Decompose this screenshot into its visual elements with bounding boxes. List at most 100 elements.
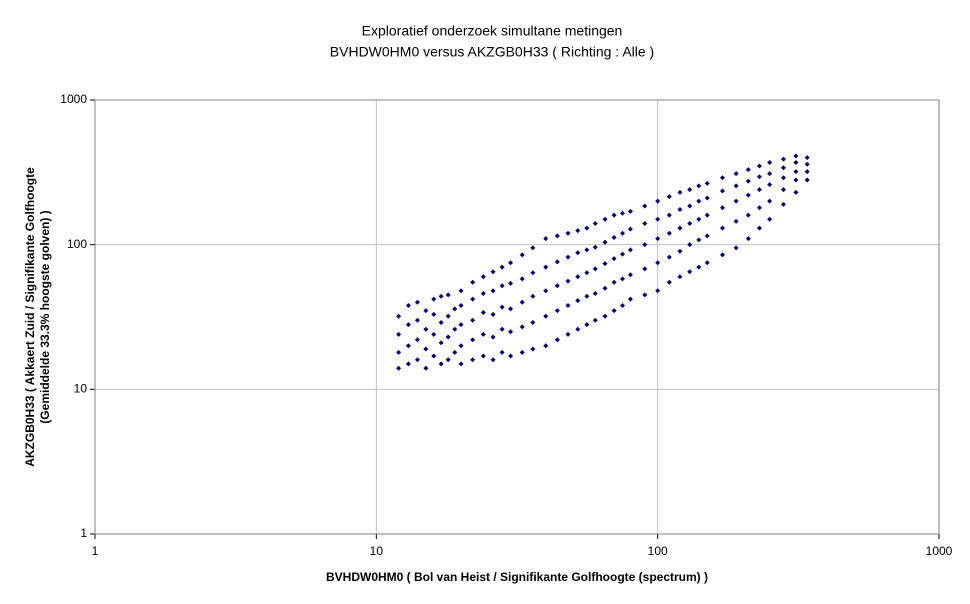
- point: [508, 260, 514, 266]
- point: [620, 230, 626, 236]
- x-tick-label: 10: [370, 544, 384, 558]
- point: [687, 269, 693, 275]
- point: [584, 293, 590, 299]
- point: [396, 365, 402, 371]
- point: [780, 187, 786, 193]
- point: [490, 269, 496, 275]
- point: [793, 159, 799, 165]
- point: [543, 343, 549, 349]
- point: [470, 357, 476, 363]
- point: [405, 322, 411, 328]
- point: [592, 244, 598, 250]
- point: [627, 226, 633, 232]
- point: [793, 189, 799, 195]
- point: [423, 346, 429, 352]
- point: [696, 183, 702, 189]
- point: [396, 313, 402, 319]
- point: [666, 254, 672, 260]
- point: [655, 198, 661, 204]
- point: [666, 212, 672, 218]
- point: [627, 296, 633, 302]
- point: [458, 361, 464, 367]
- point: [499, 264, 505, 270]
- point: [696, 264, 702, 270]
- point: [490, 357, 496, 363]
- point: [458, 302, 464, 308]
- point: [677, 225, 683, 231]
- point: [756, 187, 762, 193]
- point: [620, 251, 626, 257]
- point: [620, 302, 626, 308]
- point: [666, 279, 672, 285]
- point: [431, 311, 437, 317]
- point: [745, 236, 751, 242]
- point: [642, 203, 648, 209]
- point: [396, 331, 402, 337]
- point: [458, 322, 464, 328]
- point: [490, 288, 496, 294]
- point: [458, 288, 464, 294]
- point: [575, 250, 581, 256]
- point: [780, 201, 786, 207]
- point: [745, 192, 751, 198]
- point: [611, 308, 617, 314]
- point: [677, 207, 683, 213]
- point: [666, 194, 672, 200]
- point: [780, 165, 786, 171]
- point: [793, 177, 799, 183]
- point: [431, 331, 437, 337]
- point: [756, 225, 762, 231]
- point: [423, 308, 429, 314]
- point: [756, 205, 762, 211]
- x-tick-label: 1: [92, 544, 99, 558]
- point: [733, 245, 739, 251]
- point: [452, 326, 458, 332]
- point: [554, 337, 560, 343]
- point: [554, 233, 560, 239]
- point: [642, 221, 648, 227]
- point: [396, 349, 402, 355]
- point: [696, 198, 702, 204]
- point: [405, 302, 411, 308]
- point: [519, 299, 525, 305]
- point: [719, 252, 725, 258]
- point: [405, 343, 411, 349]
- point: [584, 322, 590, 328]
- point: [445, 313, 451, 319]
- point: [543, 264, 549, 270]
- point: [719, 205, 725, 211]
- point: [530, 319, 536, 325]
- point: [733, 183, 739, 189]
- point: [530, 245, 536, 251]
- point: [414, 337, 420, 343]
- point: [704, 195, 710, 201]
- y-axis-label: AKZGB0H33 ( Akkaert Zuid / Signifikante …: [23, 167, 37, 467]
- point: [733, 218, 739, 224]
- point: [767, 198, 773, 204]
- point: [704, 180, 710, 186]
- point: [508, 353, 514, 359]
- point: [543, 288, 549, 294]
- point: [687, 187, 693, 193]
- point: [452, 349, 458, 355]
- point: [470, 296, 476, 302]
- chart-title: Exploratief onderzoek simultane metingen: [362, 23, 623, 39]
- point: [480, 353, 486, 359]
- point: [627, 208, 633, 214]
- point: [490, 334, 496, 340]
- point: [804, 161, 810, 167]
- point: [508, 329, 514, 335]
- point: [745, 178, 751, 184]
- point: [602, 239, 608, 245]
- point: [642, 266, 648, 272]
- point: [687, 203, 693, 209]
- point: [530, 270, 536, 276]
- point: [438, 340, 444, 346]
- point: [575, 228, 581, 234]
- point: [793, 153, 799, 159]
- point: [445, 357, 451, 363]
- point: [611, 212, 617, 218]
- y-tick-label: 100: [67, 237, 87, 251]
- point: [620, 276, 626, 282]
